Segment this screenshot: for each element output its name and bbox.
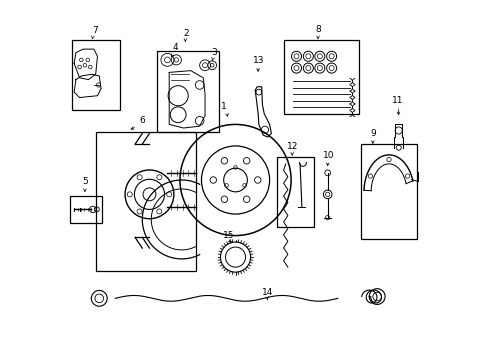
Text: 4: 4 — [172, 43, 178, 52]
Text: 15: 15 — [222, 231, 234, 240]
Bar — [284, 40, 359, 114]
Bar — [70, 196, 102, 223]
Text: 13: 13 — [253, 56, 264, 65]
Text: 6: 6 — [139, 117, 145, 126]
Bar — [156, 51, 219, 132]
Text: 11: 11 — [391, 96, 403, 105]
Text: 10: 10 — [323, 151, 334, 160]
Bar — [276, 157, 314, 226]
Text: 8: 8 — [314, 26, 320, 35]
Text: 1: 1 — [221, 102, 226, 111]
Text: 5: 5 — [82, 177, 88, 186]
Text: 2: 2 — [183, 29, 189, 38]
Text: 7: 7 — [92, 26, 97, 35]
Text: 9: 9 — [369, 129, 375, 138]
Bar — [360, 144, 416, 239]
Bar — [96, 132, 196, 271]
Bar — [72, 40, 120, 110]
Text: 3: 3 — [211, 48, 217, 57]
Text: 12: 12 — [286, 141, 297, 150]
Text: 14: 14 — [262, 288, 273, 297]
